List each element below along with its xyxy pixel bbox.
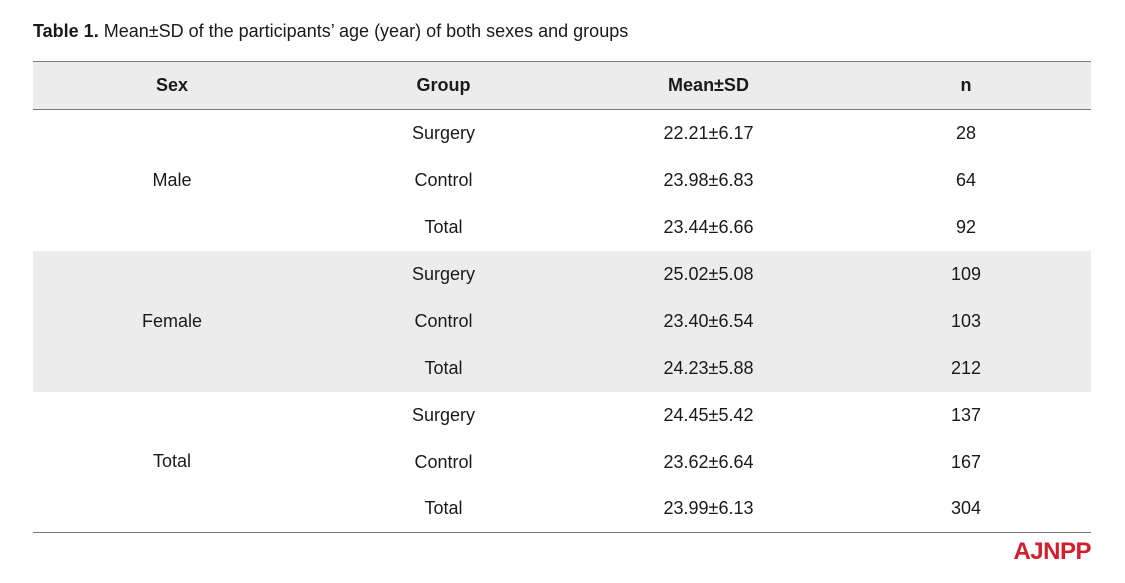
table-row: Control 23.98±6.83 64	[33, 157, 1091, 204]
group-cell: Total	[311, 344, 576, 392]
sex-cell: Male	[152, 169, 192, 190]
group-cell: Surgery	[411, 404, 476, 425]
group-cell: Total	[424, 216, 463, 237]
table-row: Male Surgery 22.21±6.17 28	[33, 110, 1091, 190]
group-cell: Surgery	[411, 122, 476, 143]
group-cell: Control	[311, 297, 576, 345]
sex-cell: Total	[33, 391, 311, 533]
mean-sd-cell: 23.44±6.66	[663, 216, 754, 237]
table-row: Total 23.99±6.13 304	[33, 485, 1091, 533]
header-n: n	[841, 61, 1091, 110]
table-row: Total Surgery 24.45±5.42 137	[33, 391, 1091, 533]
table-row: Control 23.62±6.64 167	[33, 439, 1091, 486]
mean-sd-cell: 22.21±6.17	[663, 122, 754, 143]
mean-sd-cell: 23.98±6.83	[663, 169, 754, 190]
n-cell: 64	[955, 169, 977, 190]
group-cell: Control	[414, 451, 473, 472]
table-row: Female Surgery 25.02±5.08 109	[33, 250, 1091, 392]
sex-cell: Female	[33, 250, 311, 392]
n-cell: 212	[841, 344, 1091, 392]
header-mean-sd: Mean±SD	[576, 61, 841, 110]
mean-sd-cell: 23.99±6.13	[576, 485, 841, 533]
n-cell: 109	[841, 250, 1091, 298]
data-table: Sex Group Mean±SD n Male Surgery 22.21±6…	[33, 61, 1091, 533]
group-cell: Surgery	[311, 250, 576, 298]
table-row: Control 23.40±6.54 103	[33, 297, 1091, 345]
header-group: Group	[311, 61, 576, 110]
n-cell: 103	[841, 297, 1091, 345]
n-cell: 304	[841, 485, 1091, 533]
caption-text: Mean±SD of the participants’ age (year) …	[98, 21, 629, 41]
mean-sd-cell: 24.45±5.42	[663, 404, 754, 425]
table-row: Total 23.44±6.66 92	[33, 204, 1091, 251]
caption-label: Table 1.	[33, 21, 99, 41]
n-cell: 167	[950, 451, 982, 472]
table-row: Total 24.23±5.88 212	[33, 344, 1091, 392]
n-cell: 28	[955, 122, 977, 143]
header-sex: Sex	[33, 61, 311, 110]
n-cell: 92	[955, 216, 977, 237]
mean-sd-cell: 24.23±5.88	[576, 344, 841, 392]
group-cell: Control	[414, 169, 473, 190]
mean-sd-cell: 23.40±6.54	[576, 297, 841, 345]
mean-sd-cell: 23.62±6.64	[663, 451, 754, 472]
n-cell: 137	[950, 404, 982, 425]
table-caption: Table 1. Mean±SD of the participants’ ag…	[33, 19, 628, 43]
group-cell: Total	[311, 485, 576, 533]
mean-sd-cell: 25.02±5.08	[576, 250, 841, 298]
table-header-row: Sex Group Mean±SD n	[33, 61, 1091, 110]
journal-logo: AJNPP	[1013, 538, 1091, 565]
